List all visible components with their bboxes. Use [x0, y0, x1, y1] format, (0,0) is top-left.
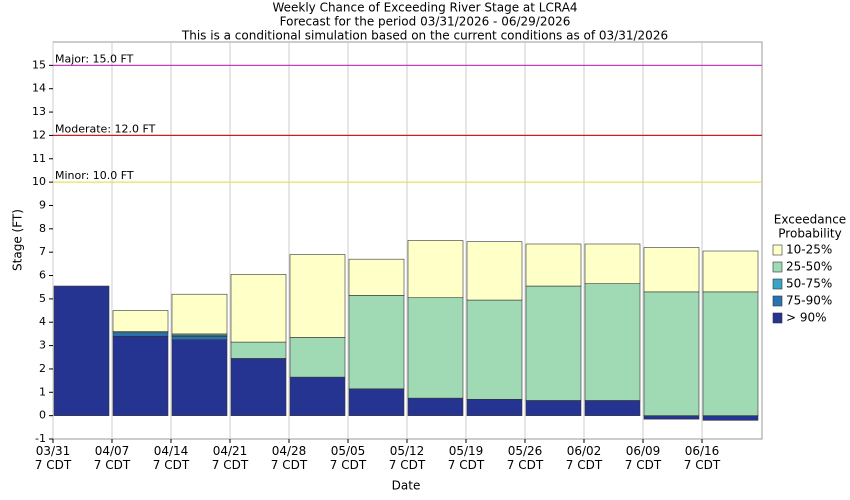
legend-swatch	[772, 312, 783, 324]
bar-segment	[407, 297, 464, 399]
legend-label: 25-50%	[786, 260, 832, 274]
bar-segment	[466, 398, 523, 416]
threshold-label: Minor: 10.0 FT	[55, 169, 134, 182]
bar-segment	[466, 241, 523, 301]
legend-label: 75-90%	[786, 294, 832, 308]
bar-segment	[230, 341, 287, 359]
bar-segment	[230, 274, 287, 343]
x-tick-label: 06/02 7 CDT	[566, 444, 603, 472]
legend-title: Probability	[778, 227, 841, 241]
y-tick-label: 10	[32, 175, 46, 188]
legend-label: 10-25%	[786, 243, 832, 257]
x-tick-label: 06/16 7 CDT	[684, 444, 721, 472]
bar-segment	[407, 397, 464, 416]
bar-segment	[525, 285, 582, 401]
bar-segment	[466, 299, 523, 400]
legend-label: > 90%	[786, 311, 827, 325]
bar-segment	[112, 332, 169, 337]
bar-segment	[171, 339, 228, 416]
bar-segment	[643, 247, 700, 293]
x-tick-label: 04/07 7 CDT	[94, 444, 131, 472]
bar-segment	[525, 243, 582, 287]
legend-title: Exceedance	[774, 213, 846, 227]
legend-swatch	[772, 295, 783, 307]
threshold-label: Major: 15.0 FT	[55, 52, 134, 65]
bar-segment	[348, 258, 405, 296]
bar-segment	[289, 376, 346, 416]
bar-segment	[112, 310, 169, 332]
legend-swatch	[772, 261, 783, 273]
bar-segment	[171, 293, 228, 335]
bar-segment	[53, 285, 110, 416]
legend-swatch	[772, 278, 783, 290]
y-tick-label: 7	[39, 245, 46, 258]
y-tick-label: -1	[35, 432, 46, 445]
bar-segment	[525, 400, 582, 416]
bar-segment	[584, 400, 641, 416]
y-axis-label: Stage (FT)	[11, 209, 25, 271]
x-tick-label: 04/28 7 CDT	[271, 444, 308, 472]
bar-segment	[702, 291, 759, 416]
x-tick-label: 03/31 7 CDT	[35, 444, 72, 472]
x-tick-label: 05/26 7 CDT	[507, 444, 544, 472]
x-axis-label: Date	[392, 479, 421, 493]
x-tick-label: 06/09 7 CDT	[625, 444, 662, 472]
y-tick-label: 11	[32, 152, 46, 165]
bar-segment	[643, 291, 700, 416]
y-tick-label: 15	[32, 58, 46, 71]
x-tick-label: 05/12 7 CDT	[389, 444, 426, 472]
y-tick-label: 4	[39, 315, 46, 328]
y-tick-label: 0	[39, 409, 46, 422]
bar-segment	[584, 243, 641, 285]
x-tick-label: 04/14 7 CDT	[153, 444, 190, 472]
chart-subtitle: This is a conditional simulation based o…	[181, 29, 668, 43]
x-tick-label: 05/05 7 CDT	[330, 444, 367, 472]
chart-title: Weekly Chance of Exceeding River Stage a…	[272, 1, 577, 15]
y-tick-label: 9	[39, 198, 46, 211]
y-tick-label: 3	[39, 339, 46, 352]
x-tick-label: 04/21 7 CDT	[212, 444, 249, 472]
bar-segment	[289, 337, 346, 378]
bar-segment	[702, 250, 759, 293]
threshold-label: Moderate: 12.0 FT	[55, 122, 156, 135]
bar-segment	[702, 415, 759, 421]
bar-segment	[171, 335, 228, 341]
bar-segment	[230, 358, 287, 416]
bar-segment	[112, 335, 169, 416]
y-tick-label: 5	[39, 292, 46, 305]
bar-segment	[407, 240, 464, 299]
x-tick-label: 05/19 7 CDT	[448, 444, 485, 472]
bar-segment	[584, 283, 641, 401]
bar-segment	[643, 415, 700, 420]
chart-subtitle: Forecast for the period 03/31/2026 - 06/…	[280, 15, 571, 29]
y-tick-label: 12	[32, 128, 46, 141]
bar-segment	[348, 388, 405, 416]
bar-segment	[348, 295, 405, 390]
legend-swatch	[772, 244, 783, 256]
y-tick-label: 13	[32, 105, 46, 118]
y-tick-label: 14	[32, 82, 46, 95]
legend-label: 50-75%	[786, 277, 832, 291]
bar-segment	[289, 254, 346, 338]
y-tick-label: 2	[39, 362, 46, 375]
y-tick-label: 8	[39, 222, 46, 235]
y-tick-label: 1	[39, 385, 46, 398]
y-tick-label: 6	[39, 269, 46, 282]
